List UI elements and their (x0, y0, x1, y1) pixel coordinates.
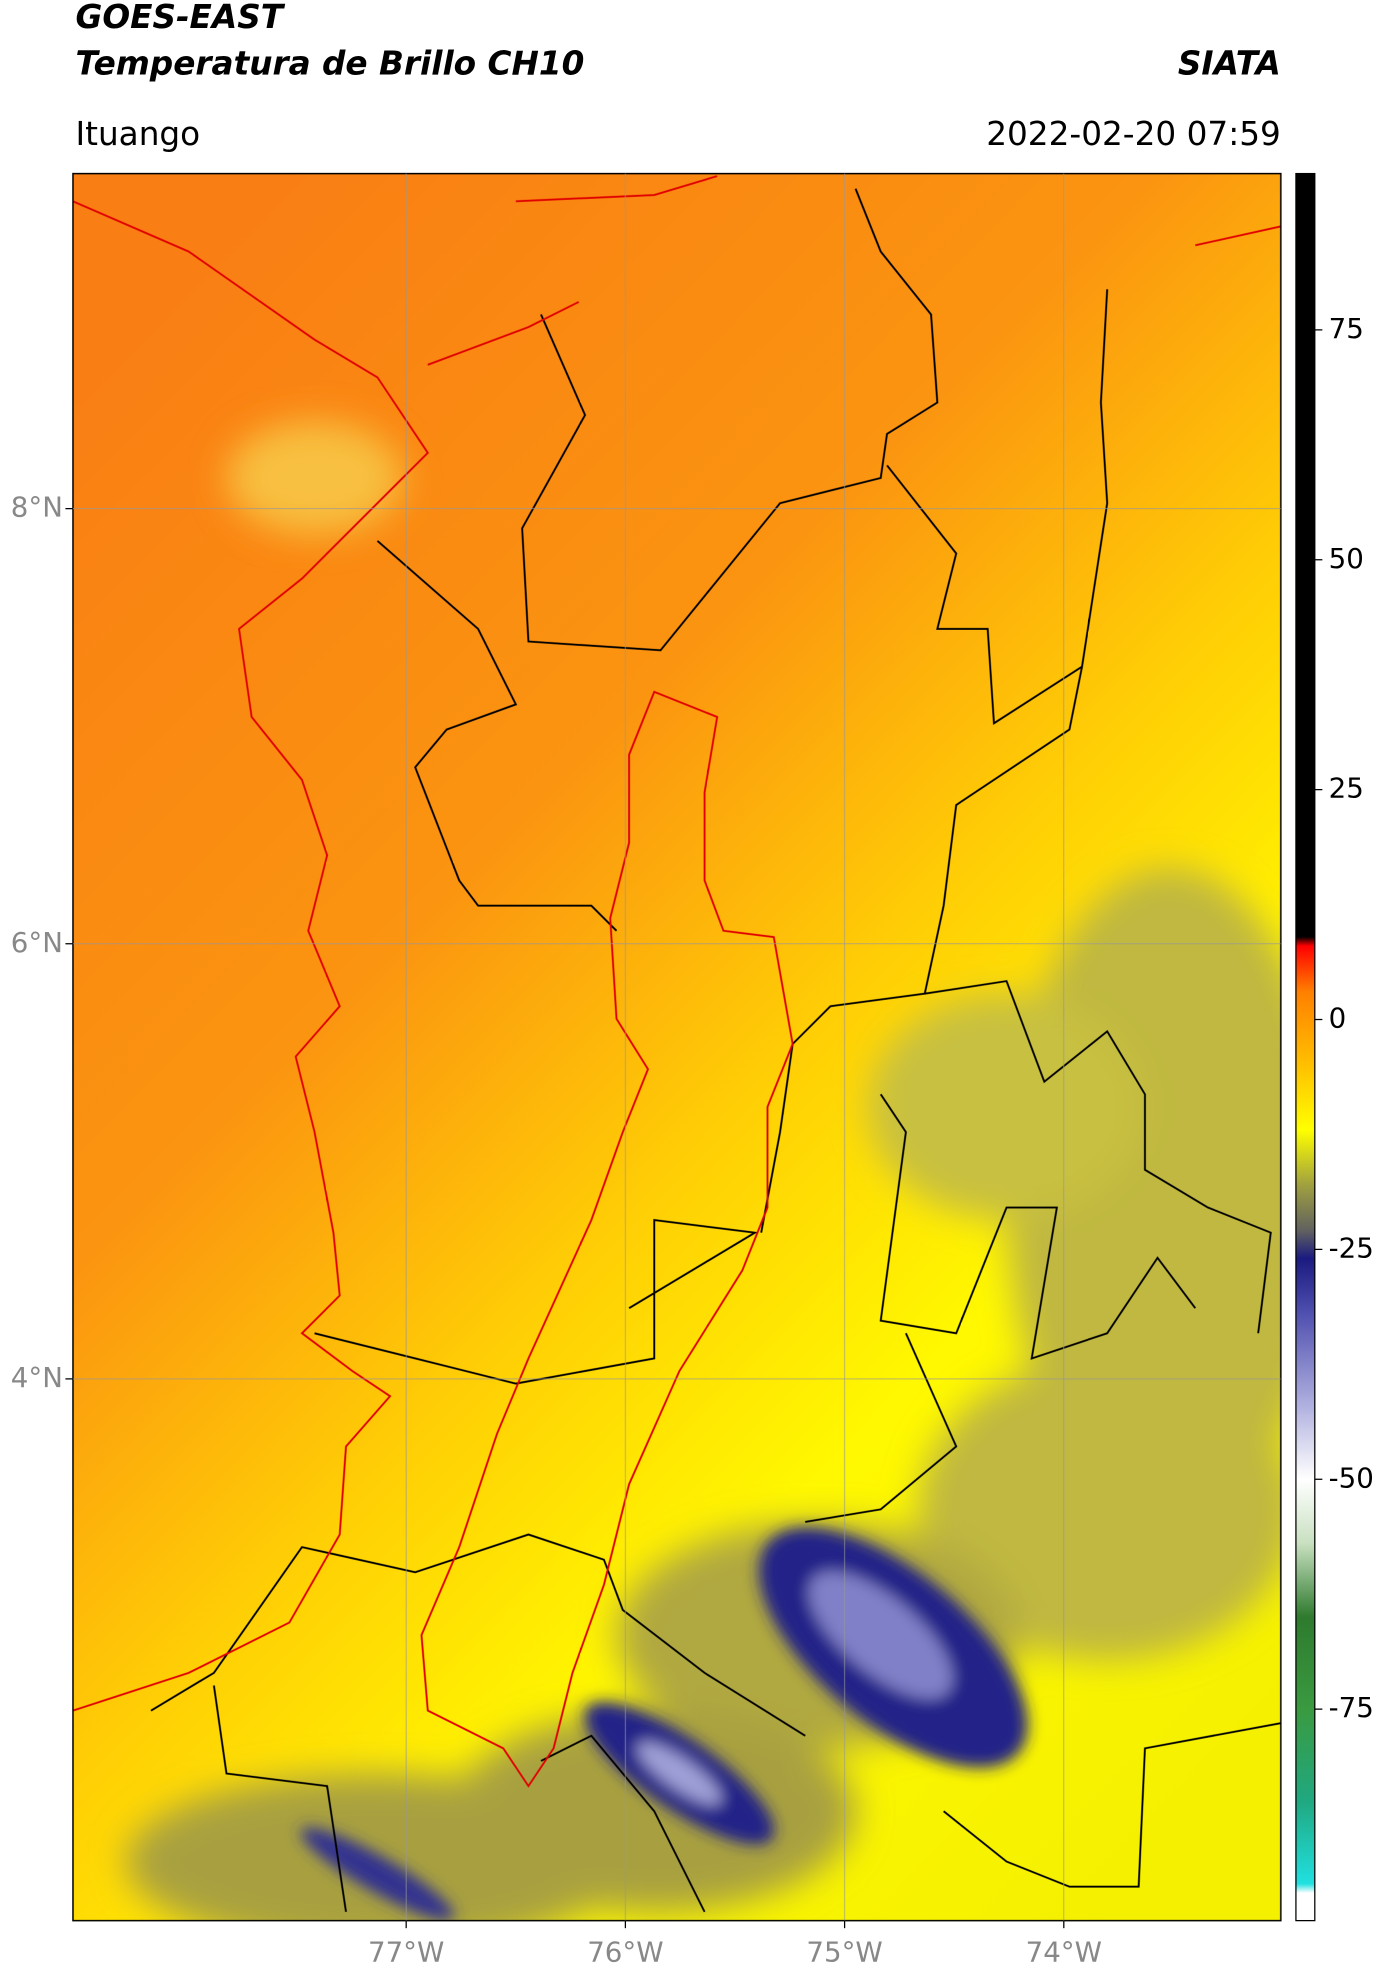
map-frame (72, 172, 1282, 1922)
title: GOES-EAST (75, 0, 285, 36)
x-tick-label: 76°W (587, 1935, 663, 1968)
y-tick-label: 4°N (11, 1361, 63, 1394)
colorbar-tick-label: 25 (1329, 772, 1364, 805)
y-tick-label: 8°N (11, 491, 63, 524)
x-tick-label: 75°W (806, 1935, 882, 1968)
map (72, 173, 1281, 1921)
timestamp: 2022-02-20 07:59 (986, 115, 1281, 153)
colorbar-tick-label: -50 (1329, 1461, 1374, 1494)
grid: 77°W 76°W 75°W 74°W 4°N 6°N 8°N (11, 173, 1281, 1968)
x-tick-label: 74°W (1026, 1935, 1102, 1968)
colorbar-tick-label: -25 (1329, 1231, 1374, 1264)
y-tick-label: 6°N (11, 926, 63, 959)
subtitle: Temperatura de Brillo CH10 (75, 44, 584, 82)
coastline-basin (72, 175, 1281, 1788)
colorbar-tick-label: 0 (1329, 1002, 1347, 1035)
colorbar-tick-label: 50 (1329, 542, 1364, 575)
colorbar (1295, 172, 1316, 1922)
source: SIATA (1178, 44, 1281, 82)
x-tick-label: 77°W (368, 1935, 444, 1968)
colorbar-tick-label: 75 (1329, 312, 1364, 345)
borders (150, 188, 1281, 1913)
region: Ituango (75, 115, 200, 153)
colorbar-tick-label: -75 (1329, 1691, 1374, 1724)
